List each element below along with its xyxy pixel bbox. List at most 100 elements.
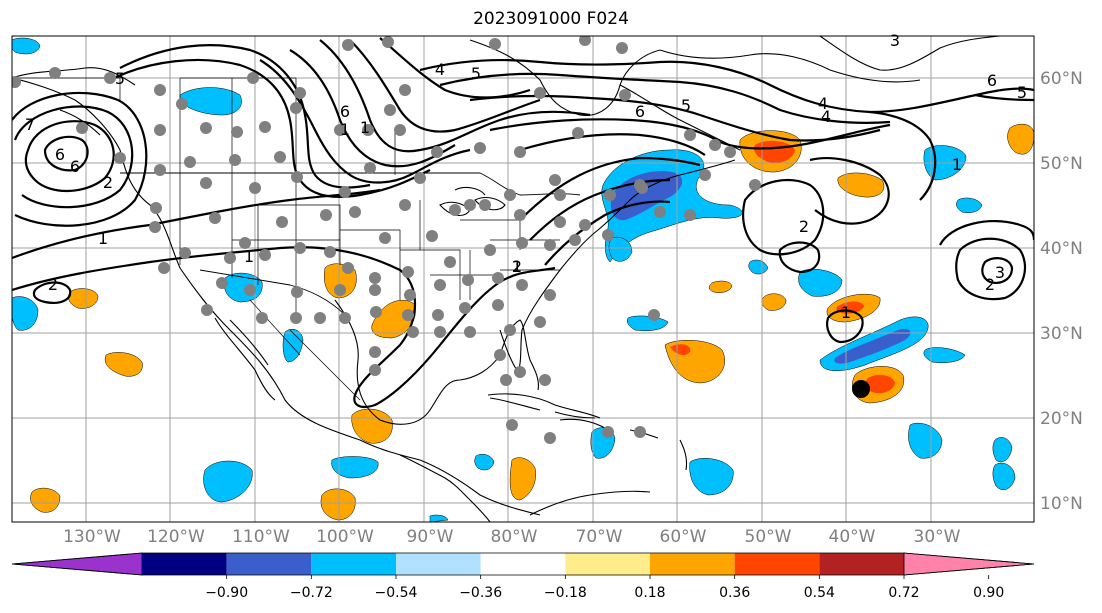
shade-orange-pacific bbox=[104, 352, 143, 377]
colorbar-segment bbox=[311, 553, 396, 575]
station-dot bbox=[602, 426, 614, 438]
longitude-labels: 130°W 120°W 110°W 100°W 90°W 80°W 70°W 60°W 50°W… bbox=[63, 527, 961, 547]
contour-label: 4 bbox=[435, 60, 445, 79]
contour-label: 5 bbox=[471, 64, 481, 83]
colorbar-segment bbox=[734, 553, 820, 575]
contour-label: 6 bbox=[340, 102, 350, 121]
station-dot bbox=[76, 122, 88, 134]
colorbar-segment bbox=[396, 553, 481, 575]
station-dot bbox=[514, 209, 526, 221]
station-dot bbox=[464, 199, 476, 211]
map-background bbox=[12, 36, 1034, 522]
shade-blue-atl-trop bbox=[689, 458, 734, 496]
shade-orange-epac1 bbox=[320, 488, 356, 521]
station-dot bbox=[12, 76, 21, 88]
station-dot bbox=[200, 177, 212, 189]
station-dot bbox=[534, 316, 546, 328]
coastlines bbox=[12, 36, 1001, 522]
colorbar-segment bbox=[650, 553, 735, 575]
station-dot bbox=[474, 142, 486, 154]
station-dot bbox=[634, 426, 646, 438]
station-dot bbox=[504, 189, 516, 201]
contour-label: 1 bbox=[98, 229, 108, 248]
shade-blue-wcanada bbox=[179, 87, 242, 116]
colorbar-tick-label: −0.54 bbox=[375, 585, 418, 601]
shade-orange-epac2 bbox=[509, 457, 536, 501]
map-title: 2023091000 F024 bbox=[473, 9, 629, 29]
station-dot bbox=[394, 124, 406, 136]
station-dot bbox=[444, 256, 456, 268]
colorbar-tick-label: 0.54 bbox=[804, 585, 835, 601]
station-dot bbox=[179, 247, 191, 259]
station-dot bbox=[636, 182, 648, 194]
colorbar: −0.90 −0.72 −0.54 −0.36 −0.18 0.18 0.36 0.54 0.7… bbox=[11, 552, 1035, 601]
station-dot bbox=[414, 172, 426, 184]
station-dot bbox=[492, 272, 504, 284]
station-dot bbox=[432, 309, 444, 321]
station-dot bbox=[402, 309, 414, 321]
station-dot bbox=[349, 206, 361, 218]
contour-label: 2 bbox=[48, 275, 58, 294]
station-dot bbox=[334, 284, 346, 296]
contour-label: 2 bbox=[985, 275, 995, 294]
contour-label: 2 bbox=[103, 173, 113, 192]
contour-label: 5 bbox=[1017, 83, 1027, 102]
contour-label: 2 bbox=[512, 257, 522, 276]
contour-label: 3 bbox=[995, 263, 1005, 282]
longitude-label: 120°W bbox=[147, 527, 205, 547]
station-dot bbox=[224, 252, 236, 264]
colorbar-segment bbox=[226, 553, 312, 575]
shade-blue-baja bbox=[282, 329, 304, 363]
station-dot bbox=[342, 262, 354, 274]
station-dot bbox=[539, 374, 551, 386]
station-dot bbox=[489, 38, 501, 50]
colorbar-extend-low bbox=[11, 552, 143, 576]
station-dot bbox=[342, 39, 354, 51]
latitude-labels: 60°N 50°N 40°N 30°N 20°N 10°N bbox=[1040, 69, 1083, 514]
station-dot bbox=[431, 146, 443, 158]
station-dot bbox=[244, 284, 256, 296]
station-dot bbox=[274, 151, 286, 163]
station-dot bbox=[290, 312, 302, 324]
station-dot bbox=[516, 237, 528, 249]
station-dot bbox=[154, 124, 166, 136]
station-dot bbox=[150, 202, 162, 214]
station-dot bbox=[369, 346, 381, 358]
station-dot bbox=[544, 239, 556, 251]
station-dot bbox=[514, 366, 526, 378]
longitude-label: 100°W bbox=[316, 527, 374, 547]
station-dot bbox=[104, 72, 116, 84]
station-dot bbox=[684, 209, 696, 221]
station-dot bbox=[459, 302, 471, 314]
station-dot bbox=[324, 246, 336, 258]
station-dot bbox=[291, 286, 303, 298]
shade-blue-pacific bbox=[12, 296, 39, 331]
station-dot bbox=[500, 374, 512, 386]
station-dot bbox=[709, 139, 721, 151]
station-dot bbox=[249, 182, 261, 194]
shade-blue-atl-trop2 bbox=[908, 422, 943, 459]
station-dot bbox=[579, 219, 591, 231]
station-dot bbox=[724, 146, 736, 158]
station-dot bbox=[479, 199, 491, 211]
station-dot bbox=[484, 244, 496, 256]
station-dot bbox=[247, 72, 259, 84]
contour-label: 1 bbox=[340, 120, 350, 139]
station-dot bbox=[602, 229, 614, 241]
latitude-label: 50°N bbox=[1040, 154, 1083, 174]
shade-orange-42w bbox=[837, 172, 885, 198]
station-dot bbox=[239, 237, 251, 249]
station-dot bbox=[49, 67, 61, 79]
station-dot bbox=[514, 146, 526, 158]
contour-label: 1 bbox=[841, 303, 851, 322]
contour-label: 2 bbox=[799, 217, 809, 236]
contour-label: 1 bbox=[512, 257, 522, 276]
colorbar-tick-label: −0.90 bbox=[205, 585, 248, 601]
colorbar-outline bbox=[11, 552, 1035, 576]
contour-label: 7 bbox=[25, 115, 35, 134]
station-dot bbox=[176, 98, 188, 110]
station-dot bbox=[369, 364, 381, 376]
station-dot bbox=[434, 279, 446, 291]
station-dot bbox=[516, 279, 528, 291]
shade-blue-small8 bbox=[474, 454, 495, 471]
